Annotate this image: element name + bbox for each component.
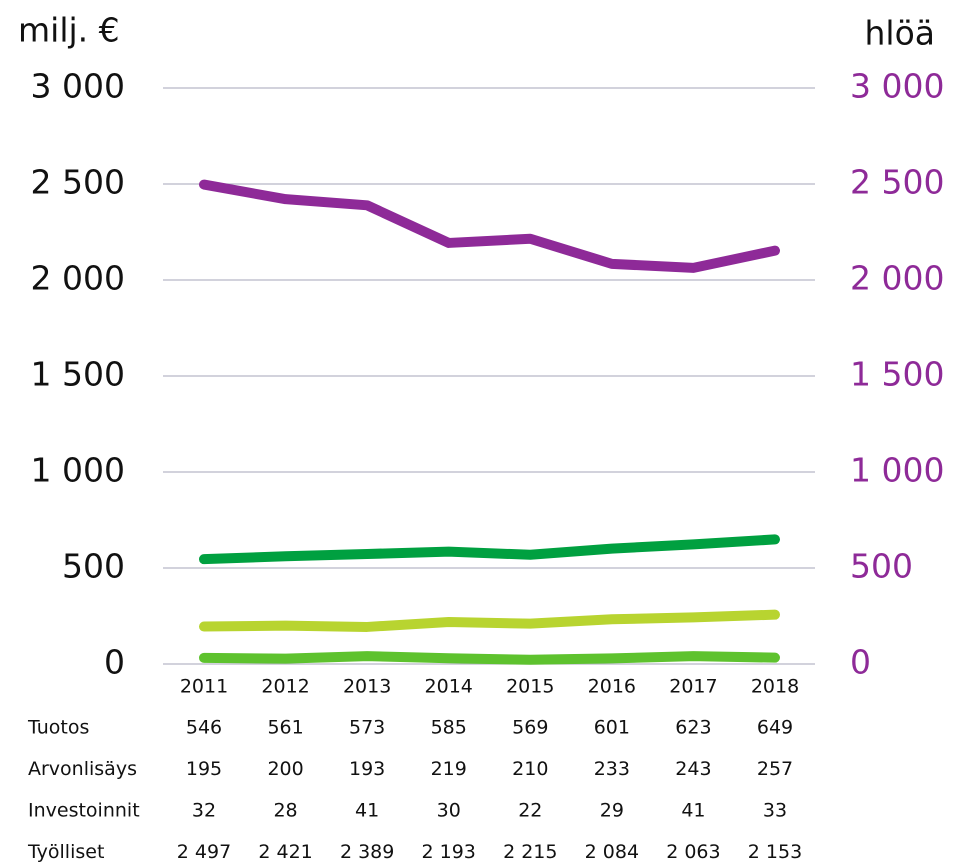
- table-value: 2 497: [177, 841, 231, 863]
- x-tick-label: 2014: [425, 676, 473, 698]
- table-value: 546: [186, 717, 222, 739]
- y2-tick-label: 3 000: [850, 67, 944, 106]
- x-tick-label: 2018: [751, 676, 799, 698]
- table-value: 233: [594, 758, 630, 780]
- table-value: 41: [681, 800, 705, 822]
- table-value: 623: [675, 717, 711, 739]
- y-tick-label: 1 500: [31, 355, 125, 394]
- y-axis-title: milj. €: [18, 11, 120, 50]
- table-value: 32: [192, 800, 216, 822]
- x-tick-label: 2016: [588, 676, 636, 698]
- table-value: 2 215: [503, 841, 557, 863]
- table-value: 219: [431, 758, 467, 780]
- table-row-label: Investoinnit: [28, 800, 140, 822]
- table-value: 649: [757, 717, 793, 739]
- series-line: [199, 651, 780, 665]
- table-value: 28: [273, 800, 297, 822]
- table-value: 2 153: [748, 841, 802, 863]
- table-value: 2 389: [340, 841, 394, 863]
- table-value: 561: [267, 717, 303, 739]
- table-value: 195: [186, 758, 222, 780]
- y-tick-label: 0: [104, 643, 125, 682]
- table-value: 30: [437, 800, 461, 822]
- y-tick-label: 1 000: [31, 451, 125, 490]
- series-line: [199, 179, 780, 273]
- series-line: [199, 609, 780, 632]
- y-tick-label: 2 500: [31, 163, 125, 202]
- x-tick-label: 2013: [343, 676, 391, 698]
- y-tick-label: 2 000: [31, 259, 125, 298]
- y2-tick-label: 1 500: [850, 355, 944, 394]
- y2-tick-label: 1 000: [850, 451, 944, 490]
- table-value: 29: [600, 800, 624, 822]
- table-value: 33: [763, 800, 787, 822]
- table-value: 2 084: [585, 841, 639, 863]
- table-value: 22: [518, 800, 542, 822]
- x-tick-label: 2012: [261, 676, 309, 698]
- series-line: [199, 534, 780, 565]
- y2-axis-title: hlöä: [865, 14, 936, 53]
- x-tick-label: 2017: [669, 676, 717, 698]
- y2-tick-label: 2 000: [850, 259, 944, 298]
- table-value: 210: [512, 758, 548, 780]
- x-tick-label: 2011: [180, 676, 228, 698]
- table-value: 585: [431, 717, 467, 739]
- table-value: 573: [349, 717, 385, 739]
- table-value: 257: [757, 758, 793, 780]
- table-value: 2 063: [666, 841, 720, 863]
- table-value: 200: [267, 758, 303, 780]
- table-value: 2 421: [258, 841, 312, 863]
- table-value: 569: [512, 717, 548, 739]
- table-value: 193: [349, 758, 385, 780]
- x-tick-label: 2015: [506, 676, 554, 698]
- table-value: 243: [675, 758, 711, 780]
- table-row-label: Työlliset: [27, 841, 104, 863]
- table-value: 41: [355, 800, 379, 822]
- y2-tick-label: 0: [850, 643, 871, 682]
- y-tick-label: 3 000: [31, 67, 125, 106]
- table-row-label: Tuotos: [27, 717, 89, 739]
- table-value: 2 193: [422, 841, 476, 863]
- y2-tick-label: 500: [850, 547, 913, 586]
- table-row-label: Arvonlisäys: [28, 758, 137, 780]
- y-tick-label: 500: [62, 547, 125, 586]
- y2-tick-label: 2 500: [850, 163, 944, 202]
- table-value: 601: [594, 717, 630, 739]
